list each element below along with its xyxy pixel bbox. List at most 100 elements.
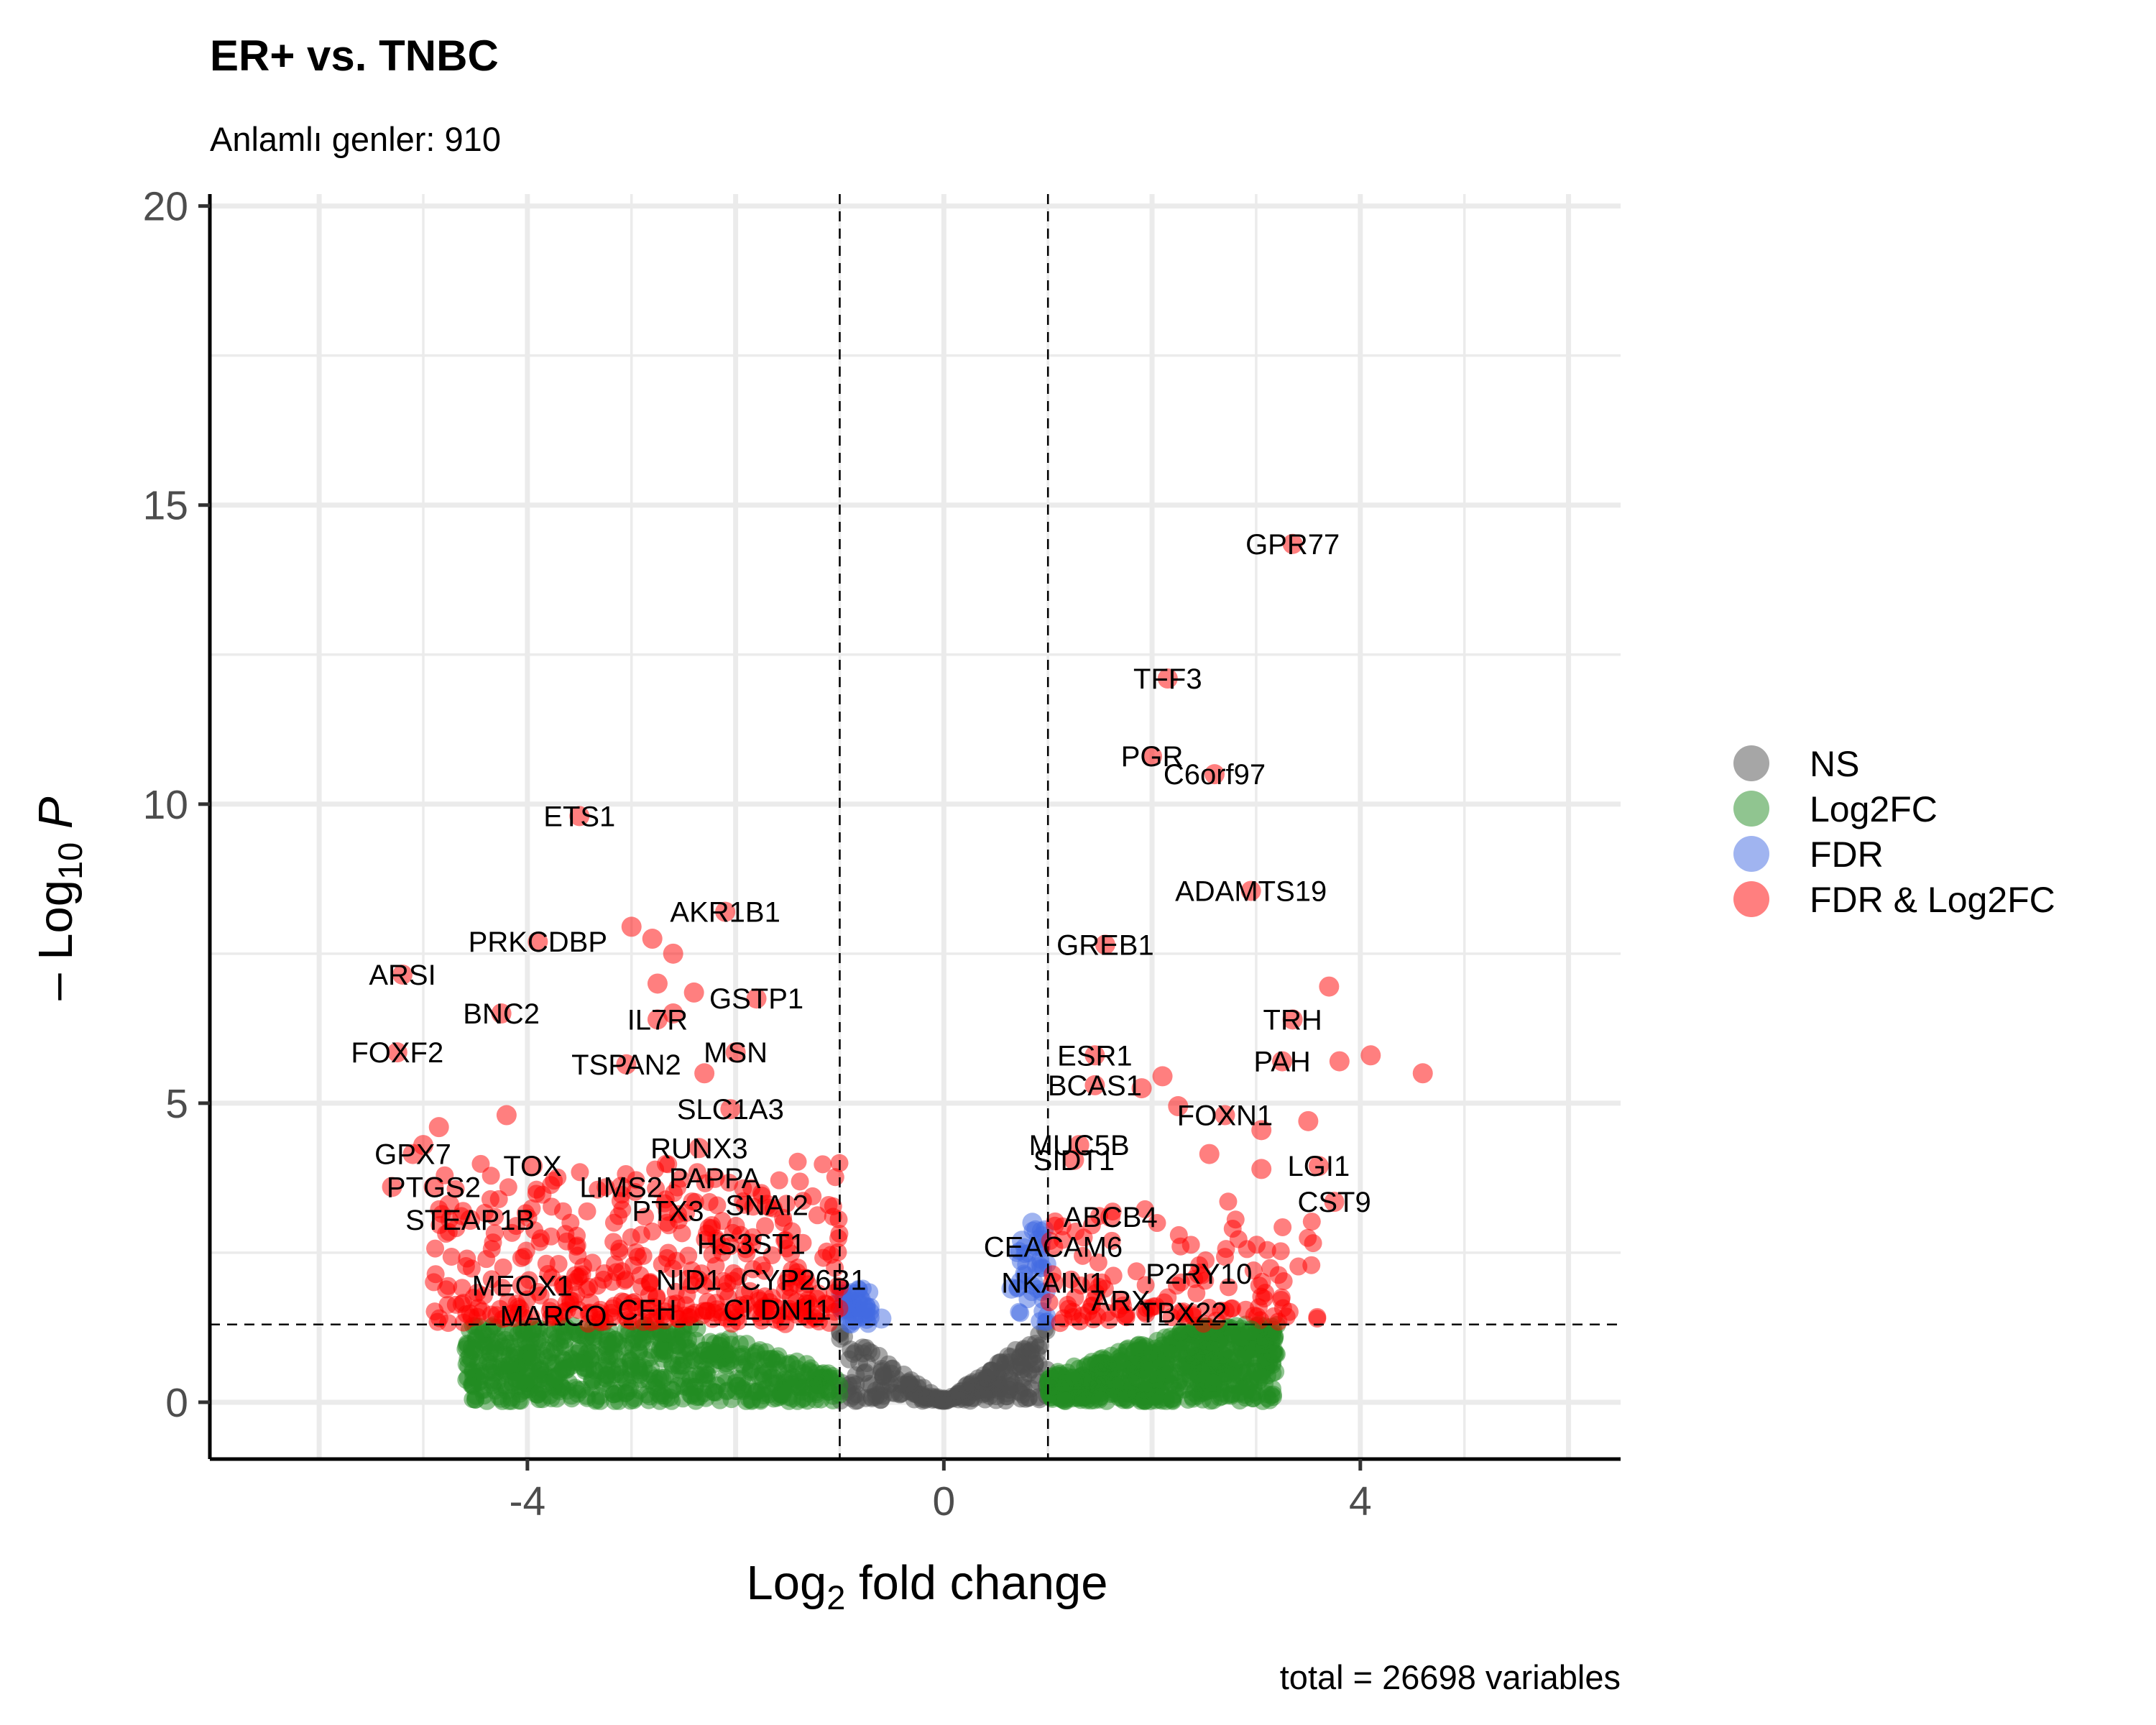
background-point [742, 1359, 761, 1378]
gene-point [1272, 1051, 1293, 1072]
legend-label: NS [1810, 744, 1859, 784]
background-point [1194, 1371, 1213, 1389]
background-point [548, 1381, 566, 1399]
gene-label: GPX7 [374, 1139, 451, 1171]
data-point [1168, 1096, 1189, 1117]
gene-label: MUC5B [1029, 1130, 1130, 1162]
legend-key [1733, 836, 1769, 872]
data-point [683, 982, 704, 1003]
data-point [1298, 1110, 1319, 1131]
background-point [545, 1322, 564, 1341]
background-point [673, 1224, 691, 1243]
background-point [425, 1302, 444, 1321]
data-point [439, 1195, 460, 1215]
background-point [686, 1192, 704, 1211]
legend-key [1733, 745, 1769, 781]
background-point [668, 1336, 687, 1355]
background-point [477, 1392, 496, 1410]
background-point [646, 1160, 665, 1179]
background-point [744, 1260, 763, 1279]
background-point [1064, 1302, 1082, 1321]
background-point [1258, 1241, 1276, 1259]
background-point [769, 1347, 788, 1366]
background-point [615, 1271, 634, 1290]
x-tick-label: -4 [510, 1478, 546, 1524]
gene-point [491, 1003, 512, 1024]
background-point [808, 1376, 827, 1395]
background-point [663, 1380, 681, 1399]
background-point [793, 1192, 812, 1210]
data-point [663, 943, 683, 964]
gene-point [725, 1042, 746, 1063]
gene-point [1189, 1264, 1210, 1284]
background-point [517, 1360, 535, 1379]
background-point [1251, 1366, 1270, 1384]
background-point [977, 1368, 995, 1387]
gene-label: TRH [1263, 1004, 1322, 1036]
background-point [453, 1279, 471, 1297]
gene-label: NID1 [656, 1264, 722, 1296]
background-point [1271, 1242, 1290, 1261]
background-point [695, 1276, 714, 1294]
gene-label: PTX3 [632, 1196, 704, 1228]
background-point [643, 1222, 662, 1241]
gene-label: LGI1 [1288, 1151, 1350, 1182]
background-point [724, 1223, 742, 1242]
gene-label: LIMS2 [579, 1172, 663, 1203]
background-point [666, 1282, 685, 1301]
gene-point [1043, 1272, 1064, 1293]
gene-point [611, 1177, 632, 1197]
background-point [430, 1215, 449, 1234]
background-point [481, 1345, 499, 1363]
background-point [484, 1233, 502, 1252]
background-point [793, 1233, 812, 1252]
gene-label: ADAMTS19 [1175, 875, 1327, 907]
gene-label: ESR1 [1057, 1040, 1133, 1072]
background-point [457, 1355, 476, 1374]
gene-label: MARCO [500, 1300, 607, 1332]
background-point [1013, 1356, 1031, 1374]
gene-point [715, 901, 736, 922]
background-point [1199, 1298, 1218, 1317]
gene-point [1240, 880, 1261, 901]
gene-point [1324, 1192, 1345, 1213]
background-point [624, 1256, 642, 1275]
gene-point [1157, 668, 1178, 689]
chart-subtitle: Anlamlı genler: 910 [210, 120, 501, 158]
background-point [604, 1385, 623, 1404]
legend: NS Log2FC FDR FDR & Log2FC [1733, 744, 2055, 920]
background-point [1273, 1218, 1292, 1236]
background-point [596, 1178, 615, 1197]
gene-label: MSN [704, 1037, 768, 1069]
grid [210, 194, 1621, 1459]
gene-point [720, 1099, 741, 1120]
gene-label: SLC1A3 [677, 1094, 784, 1126]
background-point [824, 1208, 842, 1226]
gene-label: SNAI2 [725, 1190, 808, 1221]
background-point [1277, 1307, 1296, 1326]
data-point [1329, 1051, 1350, 1072]
gene-label: ABCB4 [1064, 1202, 1158, 1233]
background-point [1236, 1300, 1255, 1319]
legend-label: FDR [1810, 834, 1884, 875]
gene-point [387, 1042, 407, 1063]
gene-point [1282, 1009, 1303, 1030]
background-point [602, 1368, 621, 1387]
background-point [826, 1168, 844, 1187]
gene-label: GSTP1 [709, 983, 803, 1015]
background-point [1023, 1283, 1041, 1302]
background-point [1308, 1310, 1327, 1328]
background-point [715, 1374, 734, 1392]
y-tick-label: 20 [143, 184, 188, 230]
tick-labels: -4 0 4 0 5 10 15 20 [143, 184, 1372, 1524]
background-point [456, 1340, 475, 1358]
background-point [585, 1346, 604, 1364]
background-point [1026, 1335, 1045, 1353]
background-point [801, 1363, 819, 1381]
background-point [442, 1247, 461, 1266]
background-point [624, 1342, 642, 1361]
background-point [1204, 1391, 1222, 1409]
background-point [708, 1231, 727, 1250]
chart-title: ER+ vs. TNBC [210, 32, 499, 80]
